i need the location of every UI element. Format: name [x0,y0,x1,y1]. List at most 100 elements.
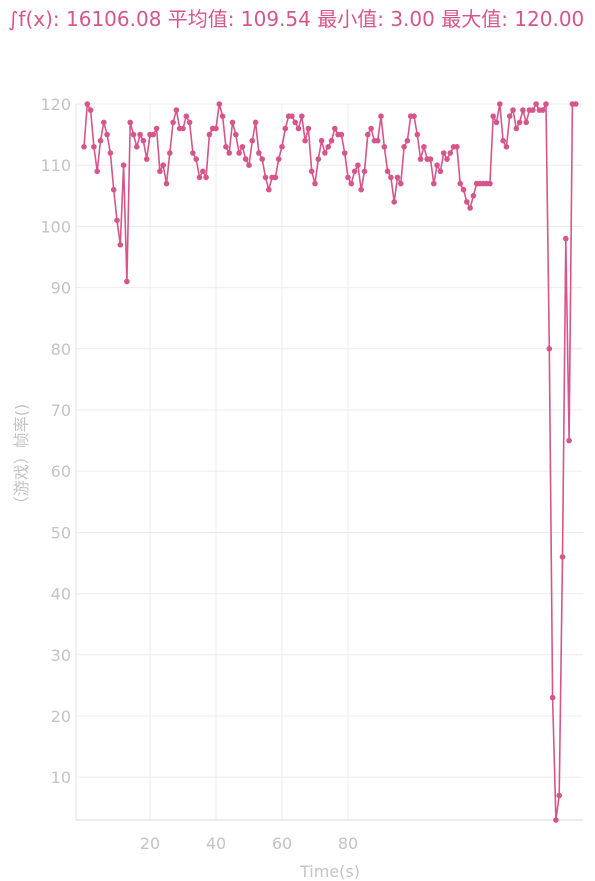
data-point [404,137,411,144]
data-point [130,131,137,138]
tick-labels: 10 20 30 40 50 60 70 80 90 100 110 120 20 40 60 80 [40,95,358,853]
data-point [252,119,259,126]
y-tick-label: 60 [51,462,71,481]
data-point [183,113,190,119]
data-point [203,174,209,181]
data-point [388,174,394,181]
data-point [332,125,338,132]
data-point [110,186,117,193]
data-point [500,137,506,144]
data-point [523,119,529,126]
series-points [81,101,579,823]
data-point [490,113,497,119]
data-point [186,119,193,126]
y-tick-label: 100 [40,217,71,236]
data-point [216,101,223,107]
data-point [516,119,523,126]
data-point [457,180,464,187]
data-point [104,131,110,138]
chart-summary: ∫f(x): 16106.08 平均值: 109.54 最小值: 3.00 最大… [8,7,585,31]
data-point [143,156,150,162]
data-point [345,174,351,181]
data-point [259,156,266,162]
data-point [470,193,477,199]
data-point [325,144,332,150]
data-point [180,125,186,132]
data-point [503,144,510,150]
x-axis-label: Time(s) [299,862,360,881]
y-tick-label: 70 [51,401,71,420]
data-point [249,137,256,144]
x-tick-label: 60 [272,834,292,853]
data-point [117,242,124,248]
data-point [421,144,427,150]
data-point [398,180,404,187]
data-point [520,107,526,113]
data-point [467,205,473,211]
data-point [266,186,272,193]
data-point [510,107,516,113]
data-point [137,131,143,138]
data-point [464,199,470,205]
data-point [97,137,104,144]
data-point [444,156,450,162]
data-point [163,180,170,187]
data-point [101,119,107,126]
data-point [563,235,569,242]
series-line [83,103,576,821]
data-point [434,162,440,168]
data-point [262,174,269,181]
data-point [153,125,160,132]
data-point [361,168,368,175]
data-point [275,156,282,162]
data-point [160,162,166,168]
y-tick-label: 120 [40,95,71,114]
data-point [530,107,536,113]
data-point [223,144,229,150]
data-point [282,125,289,132]
data-point [272,174,279,181]
data-point [256,150,262,156]
axes [75,104,583,821]
data-point [91,144,97,150]
data-point [322,150,328,156]
data-point [454,144,460,150]
data-point [114,217,120,224]
data-point [427,156,434,162]
y-tick-label: 50 [51,523,71,542]
data-point [213,125,219,132]
data-point [460,186,467,193]
x-tick-label: 80 [338,834,358,853]
data-point [381,144,388,150]
y-tick-label: 90 [51,279,71,298]
x-tick-label: 20 [140,834,160,853]
data-point [170,119,176,126]
data-point [233,131,239,138]
data-point [292,119,299,126]
data-point [493,119,500,126]
data-point [196,174,203,181]
data-point [120,162,127,168]
data-point [246,162,252,168]
data-point [150,131,157,138]
data-point [315,156,322,162]
data-point [368,125,374,132]
data-point [440,150,447,156]
data-point [572,101,579,107]
data-point [351,168,358,175]
data-point [431,180,437,187]
data-point [556,792,562,799]
y-tick-label: 80 [51,340,71,359]
data-point [566,437,572,444]
data-point [374,137,381,144]
data-point [549,694,556,701]
grid [76,103,583,820]
data-point [318,137,325,144]
data-point [302,137,308,144]
data-point [299,113,305,119]
data-point [328,137,335,144]
data-point [242,156,249,162]
data-point [167,150,173,156]
data-point [411,113,417,119]
data-point [308,168,315,175]
